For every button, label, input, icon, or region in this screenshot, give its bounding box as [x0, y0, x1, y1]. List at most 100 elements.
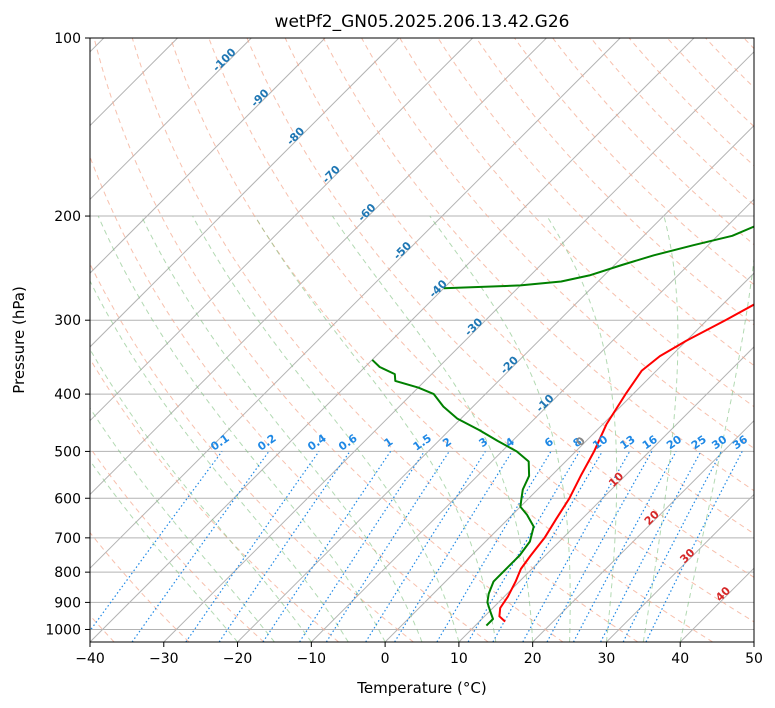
isotherm-lines: [90, 38, 754, 642]
x-tick-label: 30: [598, 651, 616, 667]
isotherm-line: [310, 198, 754, 642]
moist-adiabat-line: [192, 215, 460, 642]
dry-adiabat-label: -70: [320, 163, 343, 186]
dry-adiabat-line: [170, 38, 713, 642]
y-tick-label: 200: [54, 209, 81, 225]
sounding-profiles: [371, 225, 754, 627]
dry-adiabat-label: -90: [248, 86, 271, 109]
y-tick-label: 600: [54, 491, 81, 507]
dry-adiabat-label: 40: [713, 584, 733, 604]
mixing-ratio-line: [436, 451, 552, 642]
x-tick-label: −30: [149, 651, 179, 667]
moist-adiabat-line: [90, 459, 238, 642]
mixing-ratio-line: [572, 451, 677, 642]
dry-adiabat-line: [361, 38, 754, 449]
dry-adiabat-line: [705, 38, 754, 89]
y-axis-ticks: 100 200 300 400 500 600 700 800 900 1000: [45, 31, 90, 638]
dry-adiabat-label: -20: [498, 353, 521, 376]
moist-adiabat-line: [546, 215, 618, 642]
isotherm-line: [90, 38, 547, 496]
mixing-ratio-label: 36: [730, 433, 750, 453]
isotherm-line: [458, 346, 754, 642]
dry-adiabat-label: -100: [210, 45, 239, 74]
dry-adiabat-label: -60: [355, 201, 378, 224]
mixing-ratio-line: [522, 451, 631, 642]
mixing-ratio-line: [492, 451, 603, 642]
mixing-ratio-line: [218, 451, 351, 642]
mixing-ratio-line: [394, 451, 513, 642]
isotherm-line: [384, 272, 754, 642]
mixing-ratio-line: [467, 451, 581, 642]
moist-adiabat-line: [90, 407, 275, 642]
mixing-ratio-label: 30: [709, 433, 729, 453]
y-tick-label: 900: [54, 595, 81, 611]
dry-adiabat-line: [514, 38, 754, 286]
mixing-ratio-line: [262, 451, 392, 642]
dry-adiabat-label: 30: [677, 546, 697, 566]
mixing-ratio-line: [365, 451, 486, 642]
dry-adiabat-line: [246, 38, 754, 578]
mixing-ratio-label: 25: [689, 433, 709, 452]
mixing-ratio-label: 1.5: [411, 432, 434, 454]
dry-adiabat-line: [131, 38, 639, 642]
x-tick-label: 50: [745, 651, 763, 667]
dry-adiabat-label: 10: [606, 469, 626, 489]
moist-adiabat-line: [140, 215, 423, 642]
profile-line: [371, 359, 535, 627]
mixing-ratio-label: 10: [590, 433, 610, 453]
y-tick-label: 1000: [45, 622, 81, 638]
dry-adiabat-line: [93, 38, 564, 642]
x-tick-label: 20: [524, 651, 542, 667]
dry-adiabat-line: [628, 38, 754, 167]
x-axis-ticks: −40 −30 −20 −10 0 10 20 30 40 50: [75, 642, 763, 667]
dry-adiabat-line: [743, 38, 754, 50]
x-tick-label: 10: [450, 651, 468, 667]
x-tick-label: −40: [75, 651, 105, 667]
dry-adiabat-label: -50: [391, 239, 414, 262]
moist-adiabat-line: [331, 215, 534, 642]
mixing-ratio-line: [299, 451, 425, 642]
dry-adiabat-label: -40: [426, 277, 449, 300]
mixing-ratio-label: 1: [382, 435, 396, 450]
dry-adiabat-line: [90, 262, 414, 642]
y-tick-label: 500: [54, 444, 81, 460]
mixing-ratio-label: 0.1: [208, 432, 231, 454]
dry-adiabat-line: [437, 38, 754, 367]
moist-adiabat-line: [679, 254, 754, 642]
y-tick-label: 700: [54, 531, 81, 547]
x-tick-label: −10: [297, 651, 327, 667]
mixing-ratio-line: [131, 451, 270, 642]
dry-adiabat-lines: [90, 38, 754, 642]
mixing-ratio-lines: [90, 451, 743, 642]
mixing-ratio-label: 13: [618, 433, 638, 452]
dry-adiabat-label: -30: [462, 315, 485, 338]
isotherm-line: [753, 641, 754, 642]
mixing-ratio-line: [325, 451, 450, 642]
profile-line: [443, 225, 754, 290]
isotherm-line: [90, 38, 252, 201]
mixing-ratio-line: [90, 451, 223, 632]
isotherm-line: [90, 38, 621, 569]
x-tick-label: 40: [671, 651, 689, 667]
mixing-ratio-line: [546, 451, 653, 642]
dry-adiabat-label: -10: [533, 392, 556, 415]
dry-adiabat-label: 20: [642, 508, 662, 528]
mixing-ratio-label: 16: [640, 433, 660, 453]
mixing-ratio-label: 3: [477, 435, 491, 450]
moist-adiabat-line: [429, 215, 571, 642]
dry-adiabat-line: [208, 38, 754, 623]
y-tick-label: 100: [54, 31, 81, 47]
dry-adiabat-line: [322, 38, 754, 492]
mixing-ratio-label: 0.4: [305, 431, 329, 453]
dry-adiabat-line: [399, 38, 754, 408]
dry-adiabat-line: [90, 531, 190, 642]
chart-title: wetPf2_GN05.2025.206.13.42.G26: [275, 12, 570, 32]
mixing-ratio-label: 0.2: [255, 432, 278, 454]
moist-adiabat-line: [90, 279, 349, 642]
isotherm-line: [679, 567, 754, 642]
moist-adiabat-line: [90, 348, 312, 642]
dry-adiabat-line: [475, 38, 754, 326]
isotherm-line: [90, 38, 400, 348]
y-tick-label: 400: [54, 387, 81, 403]
